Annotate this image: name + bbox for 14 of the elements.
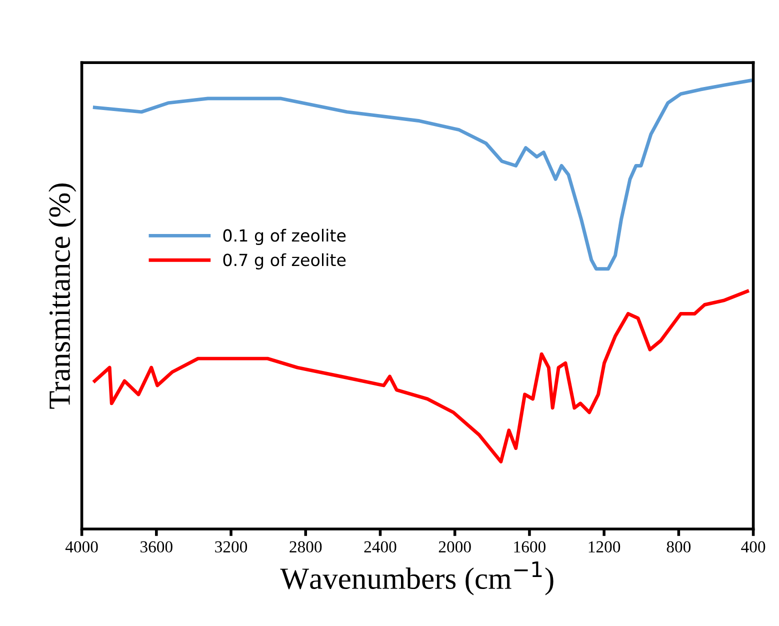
x-axis-title: Wavenumbers (cm$^{−1}$) — [280, 561, 554, 596]
x-tick-label: 4000 — [65, 541, 98, 553]
x-tick-label: 3200 — [215, 541, 248, 553]
x-tick-label: 3600 — [140, 541, 172, 553]
x-tick-label: 2000 — [438, 541, 471, 553]
x-tick-label: 1600 — [514, 541, 546, 553]
x-tick-label: 800 — [666, 541, 691, 553]
x-tick-label: 400 — [741, 541, 766, 553]
x-tick-label: 2400 — [364, 541, 396, 553]
legend-label: 0.1 g of zeolite — [223, 228, 346, 245]
legend-label: 0.7 g of zeolite — [223, 253, 346, 270]
x-tick-label: 2800 — [290, 541, 322, 553]
y-axis-title: Transmittance (%) — [48, 184, 76, 409]
x-tick-label: 1200 — [588, 541, 620, 553]
